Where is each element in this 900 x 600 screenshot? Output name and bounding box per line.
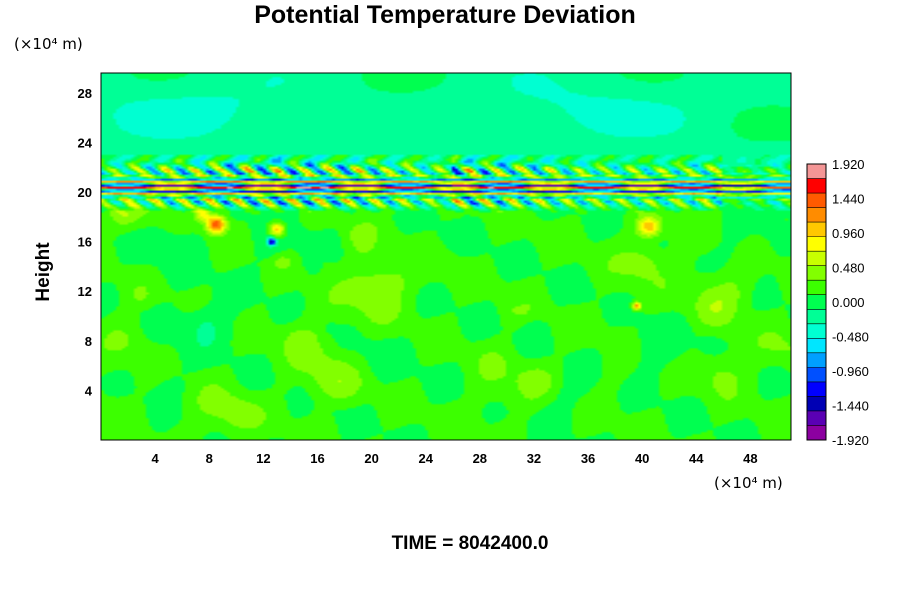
y-tick-label: 12 [78,284,92,299]
colorbar-swatch [807,294,826,310]
colorbar-swatch [807,193,826,209]
x-axis-ticks: 4 8 12 16 20 24 28 32 36 40 44 48 [152,451,758,466]
y-tick-label: 28 [78,86,92,101]
colorbar-swatch [807,396,826,412]
colorbar-tick-label: -0.480 [832,330,869,345]
y-tick-label: 8 [85,334,92,349]
heatmap-field [101,73,791,440]
x-tick-label: 16 [310,451,324,466]
colorbar-swatch [807,323,826,339]
x-tick-label: 40 [635,451,649,466]
x-tick-label: 32 [527,451,541,466]
y-tick-label: 4 [85,383,93,398]
y-axis-unit: (×10⁴ m) [14,35,83,53]
x-tick-label: 28 [473,451,487,466]
y-tick-label: 20 [78,185,92,200]
plot-area [100,72,792,441]
colorbar-swatch [807,309,826,325]
time-label: TIME = 8042400.0 [392,533,549,554]
colorbar-tick-label: -1.440 [832,399,869,414]
colorbar-swatch [807,381,826,397]
x-tick-label: 4 [152,451,160,466]
colorbar-swatch [807,236,826,252]
chart-title: Potential Temperature Deviation [254,1,636,29]
colorbar-swatch [807,251,826,267]
x-axis-unit: (×10⁴ m) [714,474,783,492]
colorbar-swatch [807,410,826,426]
colorbar-swatch [807,178,826,194]
y-tick-label: 24 [78,135,93,150]
y-tick-label: 16 [78,235,92,250]
colorbar: 1.920 1.440 0.960 0.480 0.000 -0.480 -0.960 -1.… [806,157,869,448]
x-tick-label: 36 [581,451,595,466]
colorbar-swatch [807,367,826,383]
x-tick-label: 12 [256,451,270,466]
x-tick-label: 8 [206,451,213,466]
colorbar-swatch [807,265,826,281]
colorbar-tick-label: 0.480 [832,261,865,276]
colorbar-swatch [807,352,826,368]
x-tick-label: 20 [364,451,378,466]
y-axis-label: Height [33,242,54,302]
colorbar-tick-label: 0.000 [832,295,865,310]
colorbar-tick-label: 1.920 [832,157,865,172]
colorbar-swatch [807,164,826,180]
colorbar-tick-label: -0.960 [832,364,869,379]
colorbar-swatch [807,280,826,296]
x-tick-label: 44 [689,451,704,466]
colorbar-frame [806,163,827,441]
x-tick-label: 48 [743,451,757,466]
colorbar-swatch [807,207,826,223]
plot-frame [100,72,792,441]
colorbar-swatch [807,338,826,354]
y-axis-ticks: 4 8 12 16 20 24 28 [78,86,93,399]
colorbar-swatch [807,425,826,441]
x-tick-label: 24 [418,451,433,466]
colorbar-tick-label: -1.920 [832,433,869,448]
colorbar-tick-label: 1.440 [832,192,865,207]
colorbar-tick-label: 0.960 [832,226,865,241]
colorbar-swatch [807,222,826,238]
